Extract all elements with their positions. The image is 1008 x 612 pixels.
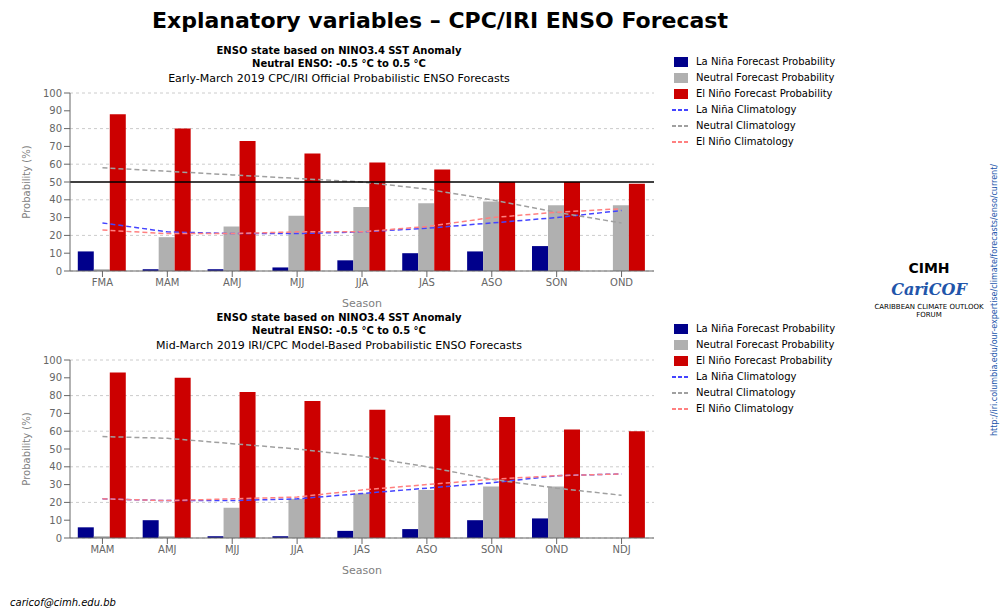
svg-text:Probability (%): Probability (%) <box>21 145 32 218</box>
html-text:Neutral Climatology: Neutral Climatology <box>696 120 796 131</box>
svg-text:10: 10 <box>49 248 62 259</box>
html-text:ENSO state based on NINO3.4 SS: ENSO state based on NINO3.4 SST Anomaly <box>216 312 462 323</box>
svg-text:NDJ: NDJ <box>612 544 630 555</box>
svg-text:70: 70 <box>49 408 62 419</box>
svg-text:Season: Season <box>342 297 382 307</box>
html-text:http://iri.columbia.edu/our-ex: http://iri.columbia.edu/our-expertise/cl… <box>989 164 999 436</box>
html-text:Neutral ENSO: -0.5 °C to 0.5 °: Neutral ENSO: -0.5 °C to 0.5 °C <box>252 325 426 336</box>
svg-text:0: 0 <box>56 266 62 277</box>
svg-text:FMA: FMA <box>92 277 113 288</box>
svg-text:90: 90 <box>49 105 62 116</box>
svg-text:JAS: JAS <box>418 277 435 288</box>
html-text:Explanatory variables – CPC/IR: Explanatory variables – CPC/IRI ENSO For… <box>152 8 728 33</box>
svg-text:Probability (%): Probability (%) <box>21 412 32 485</box>
svg-text:70: 70 <box>49 141 62 152</box>
svg-text:AMJ: AMJ <box>223 277 241 288</box>
svg-text:JAS: JAS <box>353 544 370 555</box>
svg-text:100: 100 <box>43 355 62 366</box>
svg-text:10: 10 <box>49 515 62 526</box>
html-text:Neutral Climatology: Neutral Climatology <box>696 387 796 398</box>
svg-text:80: 80 <box>49 390 62 401</box>
svg-text:40: 40 <box>49 461 62 472</box>
svg-text:MJJ: MJJ <box>225 544 240 555</box>
html-text:CARIBBEAN CLIMATE OUTLOOK FORU: CARIBBEAN CLIMATE OUTLOOK FORUM <box>874 303 984 319</box>
svg-text:ASO: ASO <box>481 277 502 288</box>
svg-text:SON: SON <box>546 277 568 288</box>
svg-text:JJA: JJA <box>355 277 369 288</box>
svg-text:80: 80 <box>49 123 62 134</box>
html-text:El Niño Forecast Probability: El Niño Forecast Probability <box>696 88 833 99</box>
html-text:CIMH: CIMH <box>908 260 950 276</box>
html-text:Neutral Forecast Probability: Neutral Forecast Probability <box>696 339 835 350</box>
svg-text:MAM: MAM <box>155 277 179 288</box>
svg-text:20: 20 <box>49 497 62 508</box>
svg-text:50: 50 <box>49 444 62 455</box>
html-text:La Niña Climatology: La Niña Climatology <box>696 104 797 115</box>
html-text:ENSO state based on NINO3.4 SS: ENSO state based on NINO3.4 SST Anomaly <box>216 45 462 56</box>
svg-text:AMJ: AMJ <box>158 544 176 555</box>
svg-text:Season: Season <box>342 564 382 574</box>
svg-text:0: 0 <box>56 533 62 544</box>
html-text:CariCOF: CariCOF <box>891 280 967 299</box>
svg-text:SON: SON <box>481 544 503 555</box>
html-text:Neutral ENSO: -0.5 °C to 0.5 °: Neutral ENSO: -0.5 °C to 0.5 °C <box>252 58 426 69</box>
html-text:El Niño Forecast Probability: El Niño Forecast Probability <box>696 355 833 366</box>
html-text:Mid-March 2019 IRI/CPC Model-B: Mid-March 2019 IRI/CPC Model-Based Proba… <box>156 339 522 352</box>
html-text:La Niña Climatology: La Niña Climatology <box>696 371 797 382</box>
svg-text:MAM: MAM <box>90 544 114 555</box>
html-text:La Niña Forecast Probability: La Niña Forecast Probability <box>696 56 836 67</box>
svg-text:ASO: ASO <box>416 544 437 555</box>
svg-text:60: 60 <box>49 159 62 170</box>
svg-text:30: 30 <box>49 479 62 490</box>
html-text:El Niño Climatology: El Niño Climatology <box>696 403 794 414</box>
svg-text:40: 40 <box>49 194 62 205</box>
svg-text:OND: OND <box>610 277 633 288</box>
svg-text:OND: OND <box>545 544 568 555</box>
svg-text:60: 60 <box>49 426 62 437</box>
html-text:caricof@cimh.edu.bb: caricof@cimh.edu.bb <box>10 597 116 608</box>
html-text:El Niño Climatology: El Niño Climatology <box>696 136 794 147</box>
svg-text:100: 100 <box>43 88 62 99</box>
html-text:Neutral Forecast Probability: Neutral Forecast Probability <box>696 72 835 83</box>
svg-text:20: 20 <box>49 230 62 241</box>
html-text:La Niña Forecast Probability: La Niña Forecast Probability <box>696 323 836 334</box>
html-text:Early-March 2019 CPC/IRI Offic: Early-March 2019 CPC/IRI Official Probab… <box>168 72 510 85</box>
svg-text:JJA: JJA <box>290 544 304 555</box>
svg-text:30: 30 <box>49 212 62 223</box>
svg-text:90: 90 <box>49 372 62 383</box>
svg-text:MJJ: MJJ <box>290 277 305 288</box>
svg-text:50: 50 <box>49 177 62 188</box>
